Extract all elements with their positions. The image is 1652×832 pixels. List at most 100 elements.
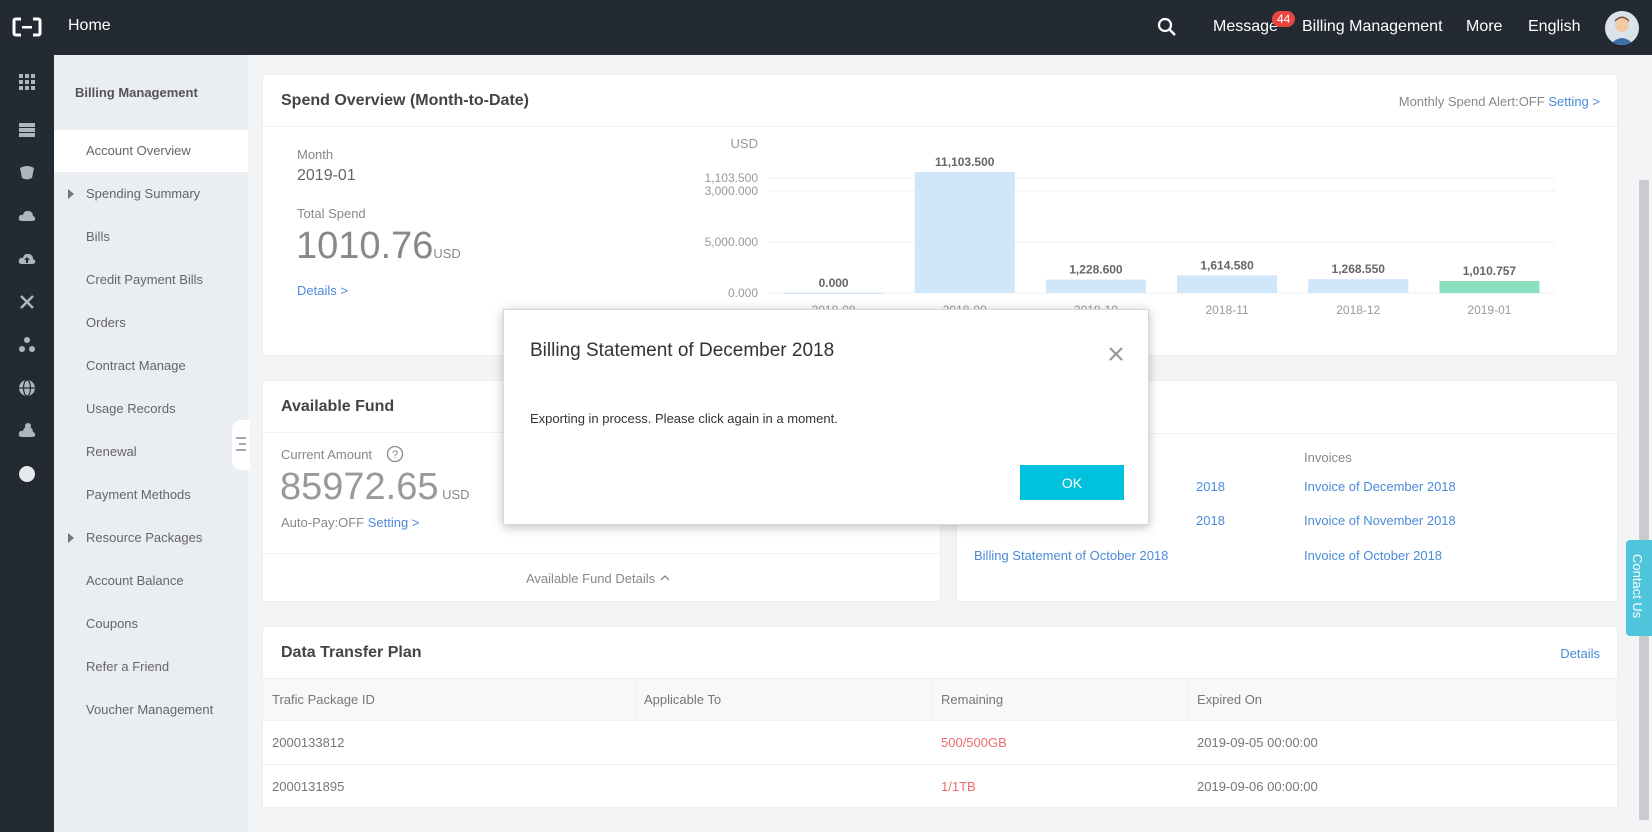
contact-us-tab[interactable]: Contact Us [1626, 540, 1652, 636]
spend-alert-setting-link[interactable]: Setting > [1548, 94, 1600, 109]
dialog-title: Billing Statement of December 2018 [530, 340, 835, 361]
bar-value-label: 1,614.580 [1200, 258, 1254, 272]
bar-2018-12 [1308, 279, 1409, 293]
expand-arrow-icon [68, 189, 74, 199]
expired-on-cell: 2019-09-06 00:00:00 [1197, 779, 1318, 794]
contact-us-label: Contact Us [1630, 554, 1645, 619]
globe-icon[interactable] [18, 379, 36, 397]
data-transfer-plan-card: Data Transfer Plan Details Trafic Packag… [262, 626, 1618, 809]
sidebar-item-label: Voucher Management [86, 702, 214, 717]
statement-link-december[interactable]: 2018 [1196, 479, 1225, 494]
more-menu[interactable]: More [1466, 18, 1503, 35]
sidebar-item-bills[interactable]: Bills [54, 216, 248, 258]
sidebar-item-renewal[interactable]: Renewal [54, 431, 248, 473]
cloud-logo-icon[interactable] [12, 16, 42, 38]
close-icon[interactable] [1108, 346, 1124, 362]
sidebar-item-label: Resource Packages [86, 530, 203, 545]
bar-2018-10 [1045, 279, 1146, 293]
bar-value-label: 0.000 [819, 276, 849, 290]
cloud-upload-icon[interactable] [18, 250, 36, 268]
database-icon[interactable] [18, 164, 36, 182]
table-row: 2000133812 500/500GB 2019-09-05 00:00:00 [263, 721, 1617, 765]
page-scrollbar[interactable] [1636, 55, 1652, 832]
expired-on-cell: 2019-09-05 00:00:00 [1197, 735, 1318, 750]
x-tick-label: 2019-01 [1467, 303, 1511, 317]
help-question-icon[interactable]: ? [386, 445, 404, 463]
svg-text:?: ? [392, 449, 398, 461]
network-icon[interactable] [18, 336, 36, 354]
sidebar-item-usage-records[interactable]: Usage Records [54, 388, 248, 430]
spend-alert-status: Monthly Spend Alert:OFF [1398, 94, 1545, 109]
data-transfer-plan-title: Data Transfer Plan [263, 627, 1617, 679]
sidebar-item-voucher-management[interactable]: Voucher Management [54, 689, 248, 731]
sidebar-item-label: Coupons [86, 616, 139, 631]
dialog-message: Exporting in process. Please click again… [530, 411, 838, 426]
month-label: Month [297, 147, 334, 162]
invoice-link-november[interactable]: Invoice of November 2018 [1304, 513, 1456, 528]
sidebar-item-coupons[interactable]: Coupons [54, 603, 248, 645]
remaining-cell: 500/500GB [941, 735, 1007, 750]
autopay-setting-link[interactable]: Setting > [367, 515, 420, 530]
cloud-storage-icon[interactable] [18, 207, 36, 225]
server-icon[interactable] [18, 121, 36, 139]
user-avatar[interactable] [1605, 11, 1639, 45]
sidebar-item-account-overview[interactable]: Account Overview [54, 130, 248, 172]
transfer-details-link[interactable]: Details [1560, 646, 1600, 661]
expand-arrow-icon [68, 533, 74, 543]
cloud-settings-icon[interactable] [18, 422, 36, 440]
spend-details-link[interactable]: Details > [297, 283, 348, 298]
sidebar-item-refer-a-friend[interactable]: Refer a Friend [54, 646, 248, 688]
search-icon[interactable] [1156, 16, 1178, 38]
sidebar-item-spending-summary[interactable]: Spending Summary [54, 173, 248, 215]
sidebar-item-label: Payment Methods [86, 487, 191, 502]
sidebar-item-account-balance[interactable]: Account Balance [54, 560, 248, 602]
table-row: 2000131895 1/1TB 2019-09-06 00:00:00 [263, 765, 1617, 809]
home-link[interactable]: Home [68, 17, 111, 34]
sidebar-item-label: Spending Summary [86, 186, 201, 201]
message-link[interactable]: Message [1213, 18, 1278, 35]
tools-icon[interactable] [18, 293, 36, 311]
language-selector[interactable]: English [1528, 18, 1581, 35]
ok-button[interactable]: OK [1020, 465, 1124, 500]
x-tick-label: 2018-12 [1336, 303, 1380, 317]
sidebar-item-label: Contract Manage [86, 358, 186, 373]
current-amount-unit: USD [442, 487, 470, 502]
scrollbar-thumb[interactable] [1639, 180, 1649, 820]
invoice-link-december[interactable]: Invoice of December 2018 [1304, 479, 1456, 494]
x-tick-label: 2018-11 [1206, 303, 1249, 317]
y-tick-label: 5,000.000 [705, 235, 759, 249]
sidebar-item-label: Renewal [86, 444, 137, 459]
chevron-up-icon [660, 575, 670, 581]
available-fund-details-toggle[interactable]: Available Fund Details [526, 571, 671, 586]
grid-apps-icon[interactable] [18, 73, 36, 91]
column-header: Remaining [941, 692, 1004, 707]
bar-value-label: 1,268.550 [1332, 262, 1386, 276]
current-amount-label: Current Amount [281, 447, 373, 462]
bar-value-label: 1,010.757 [1463, 264, 1517, 278]
monthly-spend-bar-chart: USD 0.000 5,000.000 3,000.0001,103.500 0.000… [705, 136, 1555, 317]
sidebar-item-label: Refer a Friend [86, 659, 170, 674]
top-navigation-bar: Home Message 44 Billing Management More … [0, 0, 1652, 55]
sidebar-item-resource-packages[interactable]: Resource Packages [54, 517, 248, 559]
sidebar-item-contract-manage[interactable]: Contract Manage [54, 345, 248, 387]
spend-overview-title: Spend Overview (Month-to-Date) [263, 75, 1617, 127]
statement-link-october[interactable]: Billing Statement of October 2018 [974, 548, 1169, 563]
sidebar-item-label: Orders [86, 315, 126, 330]
remaining-cell: 1/1TB [941, 779, 976, 794]
sidebar-item-orders[interactable]: Orders [54, 302, 248, 344]
invoice-link-october[interactable]: Invoice of October 2018 [1304, 548, 1443, 563]
circle-icon[interactable] [18, 465, 36, 483]
invoices-header: Invoices [1304, 450, 1352, 465]
total-spend-label: Total Spend [297, 206, 366, 221]
statement-link-november[interactable]: 2018 [1196, 513, 1225, 528]
bar-2018-08 [783, 293, 884, 294]
product-icon-rail [0, 55, 54, 832]
billing-management-link[interactable]: Billing Management [1302, 18, 1443, 35]
sidebar-item-credit-payment-bills[interactable]: Credit Payment Bills [54, 259, 248, 301]
sidebar-item-payment-methods[interactable]: Payment Methods [54, 474, 248, 516]
billing-sidebar: Billing Management Account Overview Spen… [54, 55, 248, 832]
sidebar-collapse-handle[interactable] [232, 420, 250, 470]
autopay-status: Auto-Pay:OFF [281, 515, 365, 530]
message-count-badge: 44 [1272, 11, 1296, 27]
sidebar-item-label: Account Overview [86, 143, 191, 158]
